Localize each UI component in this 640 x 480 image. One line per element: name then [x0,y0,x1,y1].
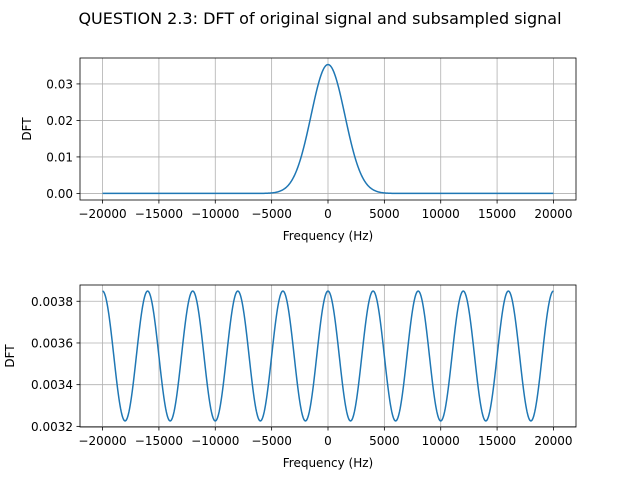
y-axis-label: DFT [20,117,34,141]
top-subplot: −20000 −15000 −10000 −5000 0 5000 10000 15000 20… [20,57,577,243]
x-tick-label: −15000 [135,434,183,448]
y-tick-label: 0.01 [46,150,73,164]
y-tick-label: 0.0038 [31,295,73,309]
y-tick-label: 0.00 [46,187,73,201]
x-tick-label: 0 [324,434,332,448]
y-tick-label: 0.02 [46,114,73,128]
x-tick-label: 10000 [422,434,460,448]
x-tick-label: −10000 [191,434,239,448]
x-tick-label: 15000 [478,207,516,221]
x-tick-label: 0 [324,207,332,221]
y-tick-label: 0.0032 [31,420,73,434]
x-tick-label: 5000 [369,434,400,448]
y-axis-label: DFT [3,344,17,368]
y-tick-label: 0.0034 [31,378,73,392]
x-axis-label: Frequency (Hz) [283,229,374,243]
x-tick-label: 15000 [478,434,516,448]
x-tick-label: −20000 [78,207,126,221]
figure-title: QUESTION 2.3: DFT of original signal and… [78,9,561,28]
x-tick-label: 5000 [369,207,400,221]
x-tick-label: −5000 [251,434,292,448]
x-tick-label: −20000 [78,434,126,448]
x-tick-label: 20000 [534,207,572,221]
x-tick-label: 20000 [534,434,572,448]
x-tick-label: −5000 [251,207,292,221]
y-tick-label: 0.03 [46,77,73,91]
x-axis-label: Frequency (Hz) [283,456,374,470]
x-tick-label: −10000 [191,207,239,221]
data-line [102,290,554,422]
bottom-subplot: −20000 −15000 −10000 −5000 0 5000 10000 15000 20… [3,284,577,470]
x-tick-label: 10000 [422,207,460,221]
data-line [102,63,554,195]
x-tick-label: −15000 [135,207,183,221]
y-tick-label: 0.0036 [31,336,73,350]
